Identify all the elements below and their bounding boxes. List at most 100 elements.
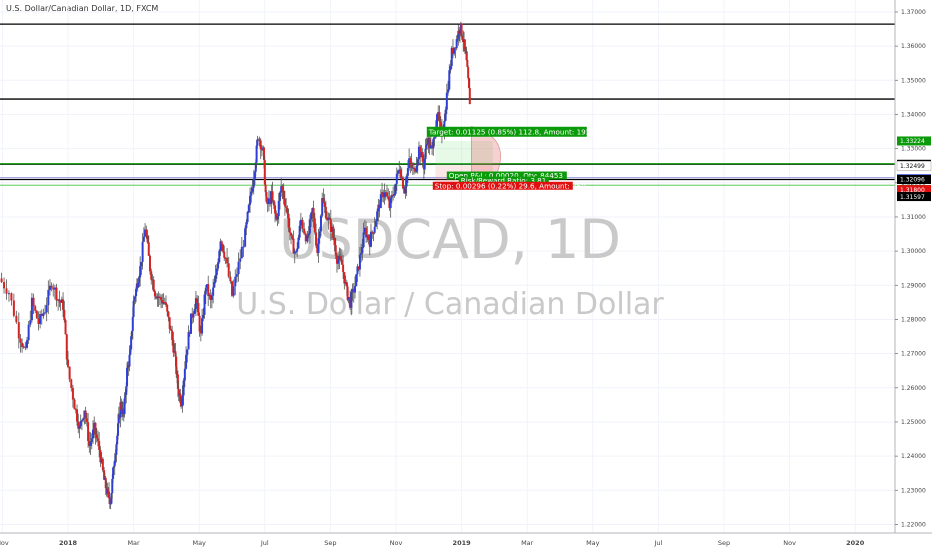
candle-body [80, 420, 83, 422]
x-tick-label: 2018 [59, 539, 78, 547]
candle-body [158, 296, 161, 298]
candle-body [174, 351, 177, 357]
candle-body [310, 212, 313, 220]
candle-body [169, 328, 172, 331]
candle-body [303, 228, 306, 234]
candle-body [388, 199, 391, 209]
candle-body [264, 184, 267, 193]
candle-body [55, 287, 58, 301]
open-pnl-bg [446, 171, 567, 180]
candle-body [214, 275, 217, 283]
candle-body [180, 402, 183, 407]
candle-body [274, 205, 277, 214]
candle-body [417, 146, 420, 160]
candle-body [464, 48, 467, 54]
candle-body [92, 429, 95, 439]
candle-body [125, 386, 128, 395]
candle-body [12, 300, 15, 316]
candle-body [267, 198, 270, 205]
candle-body [392, 195, 395, 197]
candle-body [94, 422, 97, 435]
candle-body [301, 219, 304, 229]
candle-body [335, 255, 338, 264]
candle-body [35, 310, 38, 319]
candle-body [406, 168, 409, 176]
candle-body [83, 410, 86, 419]
candle-body [203, 294, 206, 315]
candle-body [455, 39, 458, 49]
grid [0, 0, 895, 533]
candle-body [427, 138, 430, 145]
candle-body [190, 313, 192, 334]
candle-body [246, 211, 249, 223]
candle-body [218, 250, 221, 263]
candle-body [15, 315, 18, 323]
candle-body [315, 232, 318, 246]
candle-body [163, 301, 166, 303]
candle-body [53, 287, 56, 290]
candle-body [77, 421, 80, 429]
candle-body [74, 409, 77, 411]
candle-body [52, 287, 55, 290]
candle-body [62, 299, 65, 310]
candle-body [10, 293, 13, 301]
ratio-label: Risk/Reward Ratio: 3.81 [461, 176, 547, 185]
candle-body [93, 422, 96, 430]
price-axis[interactable]: 1.37000 1.36000 1.35000 1.34000 1.33000 1.320… [894, 0, 932, 550]
candle-body [140, 261, 143, 267]
candle-body [286, 207, 289, 214]
candle-body [323, 202, 326, 207]
candle-body [183, 368, 186, 381]
candle-body [129, 349, 132, 355]
candle-body [76, 409, 79, 422]
candle-body [351, 288, 354, 293]
y-tick-label: 1.26000 [901, 385, 926, 392]
candle-body [223, 251, 226, 258]
candle-body [100, 458, 103, 463]
candle-body [234, 276, 237, 287]
candle-body [436, 114, 438, 127]
stop-label-bg [432, 181, 573, 190]
candle-body [112, 467, 115, 479]
candle-body [116, 435, 119, 445]
x-tick-label: May [192, 539, 206, 547]
candle-body [431, 145, 434, 149]
candle-body [44, 312, 47, 314]
x-tick-label: May [586, 539, 600, 547]
y-tick-label: 1.36000 [901, 43, 926, 50]
price-tag-label: 1.32096 [900, 177, 925, 184]
candle-body [124, 394, 127, 399]
candle-body [50, 285, 53, 288]
y-tick-label: 1.33000 [901, 146, 926, 153]
candle-body [103, 470, 106, 480]
candle-body [387, 196, 390, 200]
candle-body [297, 237, 300, 249]
y-tick-label: 1.31000 [901, 214, 926, 221]
candle-body [17, 322, 20, 339]
candle-body [399, 169, 402, 178]
y-tick-label: 1.37000 [901, 9, 926, 16]
candle-body [167, 311, 170, 318]
candle-body [420, 152, 423, 158]
candle-body [197, 302, 200, 316]
candle-body [369, 231, 372, 247]
candle-body [139, 266, 142, 278]
position-labels: Target: 0.01125 (0.85%) 112.8, Amount: 1… [426, 126, 602, 190]
candle-body [145, 229, 148, 236]
time-axis[interactable]: Nov 2018 Mar May Jul Sep Nov 2019 Mar May Jul Sep No… [0, 532, 932, 547]
candle-body [254, 162, 257, 172]
candle-body [67, 359, 69, 367]
target-label-bg [426, 126, 587, 137]
candle-body [269, 198, 272, 204]
candle-body [379, 194, 382, 209]
candle-body [131, 317, 134, 332]
candle-body [253, 171, 256, 179]
candle-body [326, 218, 329, 220]
candle-body [288, 227, 291, 233]
candle-body [32, 297, 35, 307]
watermark-symbol: USDCAD, 1D [279, 208, 621, 271]
candle-body [290, 232, 293, 236]
candle-body [321, 198, 324, 216]
candle-body [141, 241, 144, 262]
